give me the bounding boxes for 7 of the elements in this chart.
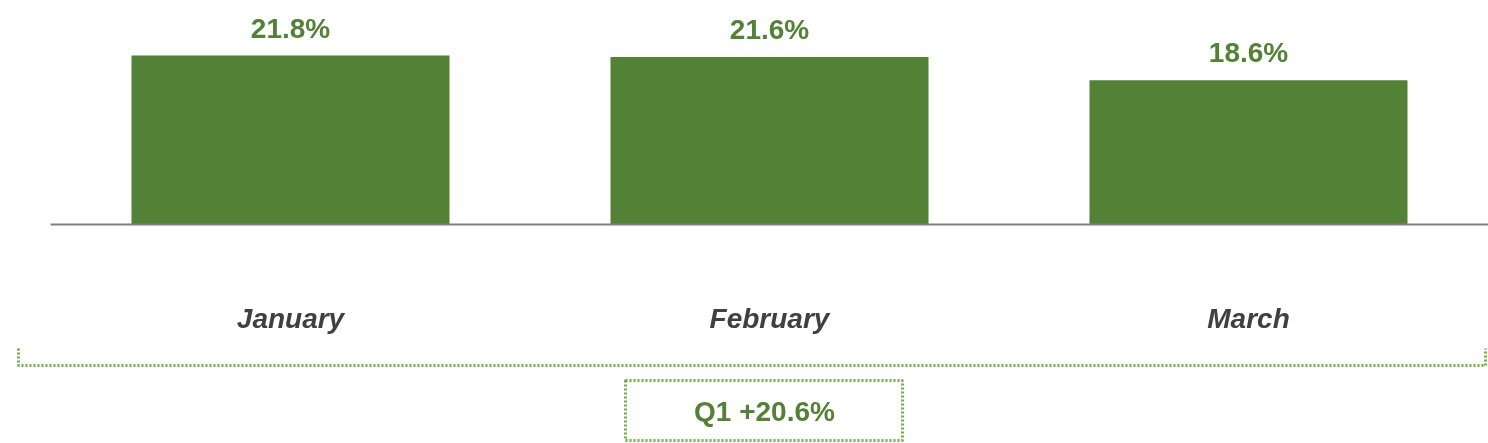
text: Q1 +20.6%	[694, 396, 836, 427]
x-tick-label: February	[709, 303, 831, 334]
data-label: 18.6%	[1208, 37, 1289, 69]
data-label: 21.6%	[729, 14, 810, 46]
data-label: 21.8%	[250, 12, 331, 44]
x-tick-label: March	[1207, 303, 1290, 334]
x-tick-label: January	[236, 303, 346, 334]
